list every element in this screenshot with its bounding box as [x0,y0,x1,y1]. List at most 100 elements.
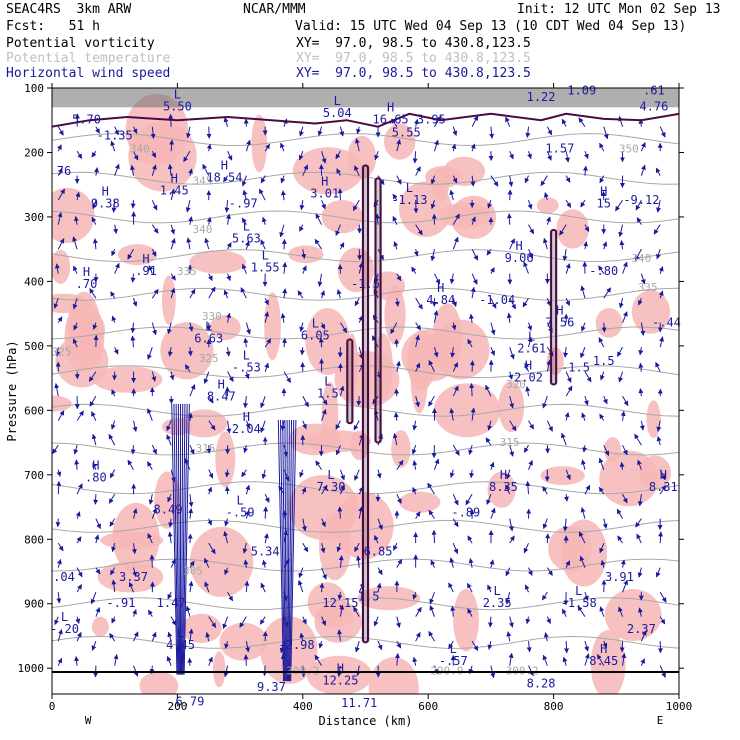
wind-vector [449,408,455,421]
wind-vector [525,616,531,625]
wind-vector [264,143,271,152]
wind-vector [110,140,116,152]
wind-vector [412,656,418,666]
wind-vector [376,582,382,593]
wind-vector [132,126,138,134]
isentrope-label: 350 [619,142,639,155]
wind-vector [577,605,586,617]
wind-vector [634,433,642,446]
wind-vector [54,616,59,625]
wind-vector [582,165,588,176]
wind-vector [279,224,285,238]
wind-vector [222,616,229,630]
wind-vector [208,469,214,479]
extremum-value: 1.5 [317,386,339,400]
extremum-value: 5.63 [232,232,261,246]
wind-vector [321,567,327,580]
wind-vector [396,558,403,568]
wind-vector [263,506,269,519]
isentrope-line [52,326,679,340]
wind-vector [490,507,496,519]
wind-vector [658,290,664,299]
wind-vector [148,265,154,274]
wind-vector [57,316,63,323]
wind-vector [602,640,608,649]
wind-vector [638,388,644,397]
wind-vector [339,322,348,334]
wind-vector [430,559,436,568]
isentrope-line [52,519,679,533]
extremum-value: -.20 [50,622,79,636]
wind-vector [127,248,134,260]
model-label: SEAC4RS 3km ARW [6,2,132,17]
wind-vector [523,444,529,453]
pv-fill-region [52,395,72,412]
wind-vector [132,567,138,578]
wind-vector [485,437,492,446]
wind-vector [224,486,230,495]
isentrope-label: 335 [177,265,197,278]
wind-vector [471,640,479,652]
isentrope-label: 335 [638,281,658,294]
wind-vector [151,631,157,642]
extremum-value: 6.63 [194,332,223,346]
wind-vector [622,444,628,456]
wind-vector [317,273,323,287]
wind-vector [335,444,341,456]
wind-vector [130,335,136,348]
wind-vector [111,616,116,624]
wind-vector [508,616,514,628]
wind-vector [57,542,64,552]
wind-vector [449,557,455,568]
wind-vector [354,165,360,176]
wind-vector [509,396,515,409]
wind-vector [57,167,63,176]
pv-fill-region [215,431,236,488]
extremum-value: -.91 [107,596,136,610]
wind-vector [394,388,400,397]
y-tick-label: 300 [24,211,44,224]
wind-vector [227,150,233,161]
wind-vector [635,248,642,261]
extremum-value: 6.85 [364,544,393,558]
pv-fill-region [368,657,419,694]
wind-vector [452,518,459,528]
wind-vector [301,487,307,495]
wind-vector [428,395,435,407]
wind-vector [339,469,345,481]
field-xy-pv: XY= 97.0, 98.5 to 430.8,123.5 [296,36,531,51]
extremum-mark: H [387,100,394,114]
wind-vector [263,533,269,544]
isentrope-label: 340 [631,252,651,265]
wind-vector [412,151,418,164]
wind-vector [320,290,326,299]
wind-vector [448,640,454,650]
wind-vector [620,410,626,421]
y-tick-label: 100 [24,82,44,95]
y-tick-label: 600 [24,404,44,417]
wind-vector [281,337,287,348]
wind-vector [146,461,153,470]
wind-vector [564,411,570,421]
pv-fill-region [334,351,400,408]
extremum-value: 9.37 [257,680,286,694]
wind-vector [242,189,248,201]
wind-vector [280,190,286,201]
wind-vector [258,188,266,201]
pv-fill-region [560,519,608,587]
x-axis-label: Distance (km) [319,714,413,728]
wind-vector [262,665,268,677]
extremum-value: 3.37 [119,570,148,584]
wind-vector [469,469,475,479]
pv-fill-region [189,526,254,598]
extremum-mark: H [556,304,563,318]
wind-vector [656,420,662,432]
updraft-vector [282,420,286,682]
wind-vector [302,616,307,625]
wind-vector [487,584,492,593]
pv-fill-region [638,455,671,491]
wind-vector [319,582,325,593]
pv-fill-region [391,430,411,468]
x-tick-label: 200 [167,700,187,713]
extremum-value: 4.76 [639,100,668,114]
